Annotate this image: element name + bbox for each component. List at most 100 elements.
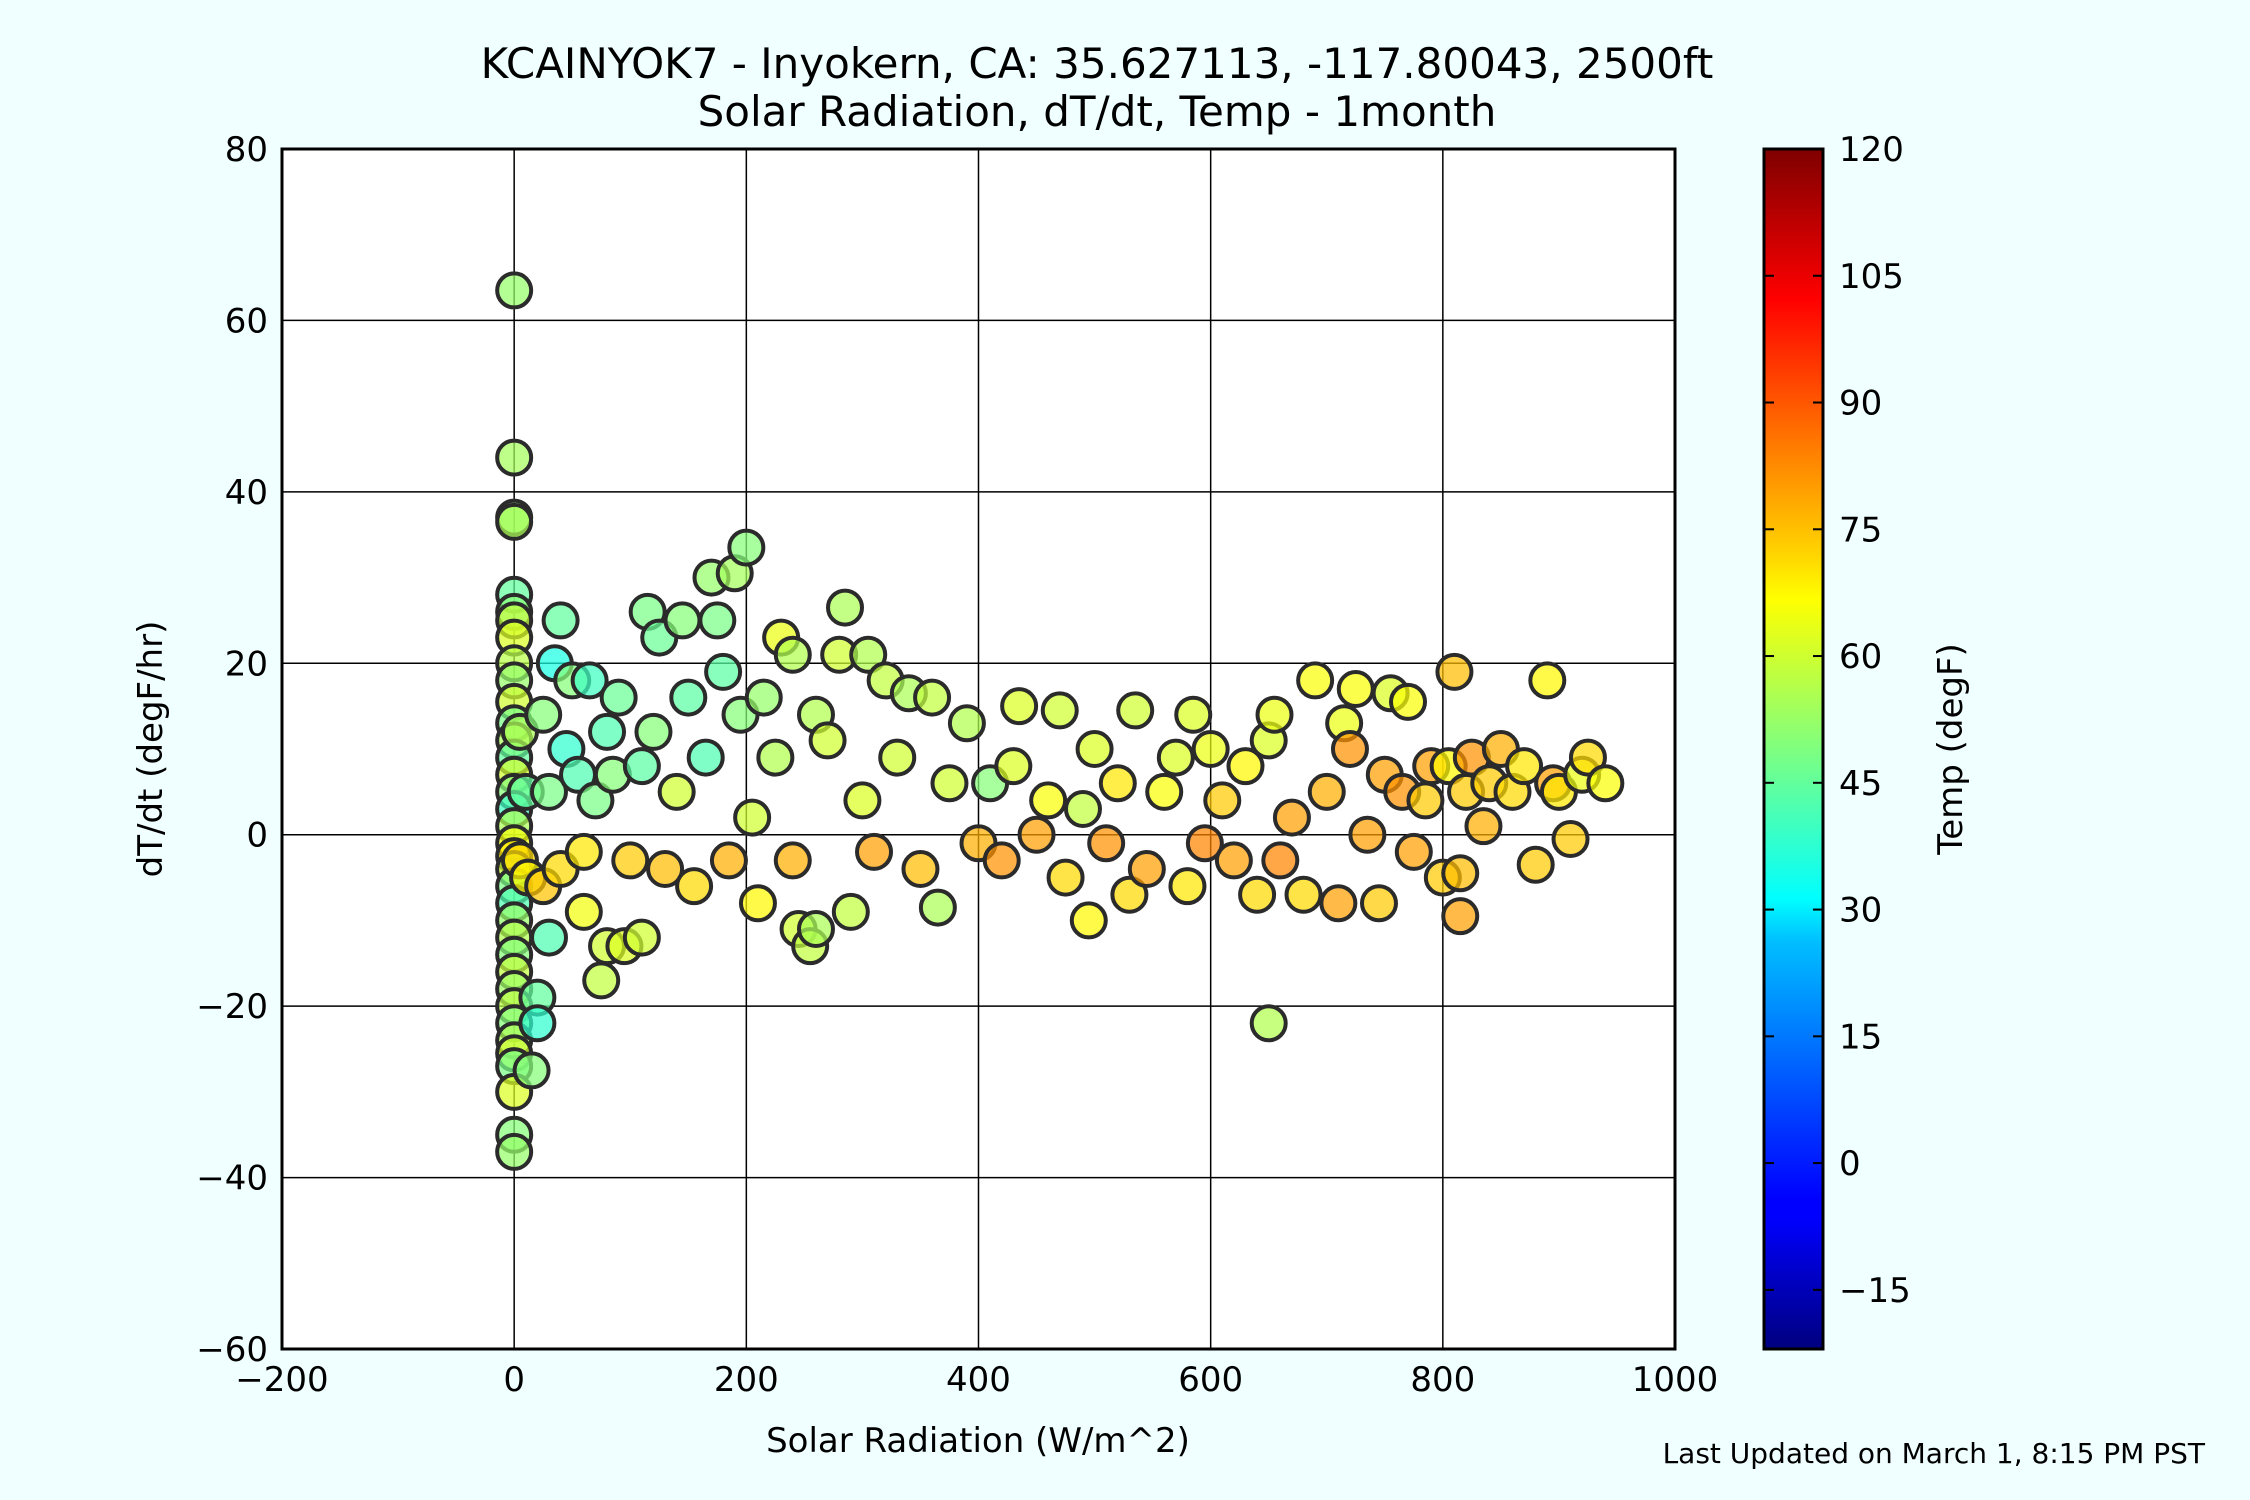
scatter-point	[1464, 807, 1503, 846]
scatter-point	[646, 850, 685, 888]
plot-frame	[280, 147, 1677, 1351]
scatter-point	[1145, 772, 1184, 811]
scatter-point	[1516, 845, 1555, 884]
y-tick-label: 0	[246, 816, 268, 856]
scatter-point	[698, 601, 737, 640]
scatter-point	[1000, 687, 1039, 726]
x-tick-label: 400	[946, 1360, 1011, 1400]
scatter-point	[808, 721, 847, 760]
scatter-point	[1284, 875, 1323, 914]
scatter-point	[930, 764, 969, 803]
scatter-point	[1307, 772, 1346, 811]
x-tick-label: 200	[714, 1360, 779, 1400]
scatter-point	[1063, 790, 1102, 828]
scatter-point	[1191, 730, 1230, 768]
scatter-point	[843, 781, 882, 820]
scatter-point	[738, 884, 777, 923]
scatter-point	[495, 502, 534, 541]
scatter-point	[773, 841, 812, 880]
scatter-point	[1586, 764, 1625, 803]
scatter-point	[634, 712, 673, 751]
scatter-points	[495, 271, 1625, 1171]
colorbar-tick-label: 15	[1839, 1017, 1882, 1057]
scatter-point	[1226, 747, 1265, 786]
scatter-point	[1110, 875, 1149, 914]
scatter-point	[1046, 858, 1085, 897]
scatter-point	[1359, 884, 1398, 923]
last-updated-text: Last Updated on March 1, 8:15 PM PST	[1663, 1437, 2206, 1470]
scatter-point	[611, 841, 650, 880]
scatter-point	[709, 841, 748, 880]
scatter-point	[622, 918, 661, 957]
x-axis-ticks: −200 0 200 400 600 800 1000	[235, 1360, 1718, 1400]
scatter-point	[1435, 652, 1474, 691]
scatter-point	[1029, 781, 1068, 820]
scatter-point	[1551, 820, 1590, 858]
scatter-point	[576, 781, 615, 820]
scatter-point	[1069, 901, 1108, 940]
scatter-point	[1238, 875, 1277, 914]
colorbar-ticks: −15 0 15 30 45 60 75 90 105 120	[1764, 130, 1911, 1311]
scatter-point	[1040, 691, 1079, 730]
scatter-point	[1185, 824, 1224, 863]
scatter-point	[1528, 661, 1567, 700]
x-tick-label: 1000	[1632, 1360, 1719, 1400]
scatter-point	[564, 832, 603, 871]
scatter-point	[878, 738, 917, 777]
colorbar-tick-label: 75	[1839, 510, 1882, 550]
scatter-point	[1319, 884, 1358, 923]
scatter-point	[1203, 781, 1242, 820]
scatter-point	[570, 661, 609, 700]
colorbar-tick-label: 45	[1839, 764, 1882, 804]
scatter-point	[1406, 781, 1445, 820]
scatter-point	[1087, 824, 1126, 863]
scatter-point	[918, 888, 957, 927]
y-tick-label: 20	[225, 644, 268, 684]
scatter-point	[727, 528, 766, 567]
scatter-point	[796, 910, 835, 948]
scatter-point	[1568, 738, 1607, 777]
scatter-point	[1255, 695, 1294, 734]
scatter-point	[495, 438, 534, 477]
scatter-point	[1272, 798, 1311, 837]
y-tick-label: 60	[225, 301, 268, 341]
y-axis-ticks: −60 −40 −20 0 20 40 60 80	[196, 130, 268, 1370]
scatter-point	[1348, 815, 1387, 854]
scatter-point	[1075, 730, 1114, 768]
colorbar-tick-label: 30	[1839, 891, 1882, 931]
scatter-point	[564, 892, 603, 931]
scatter-point	[1168, 867, 1207, 906]
scatter-point	[495, 1132, 534, 1171]
scatter-point	[529, 772, 568, 811]
scatter-point	[1441, 897, 1480, 936]
scatter-point	[622, 747, 661, 786]
scatter-point	[1394, 832, 1433, 871]
y-axis-label: dT/dt (degF/hr)	[131, 621, 171, 878]
scatter-point	[1249, 1004, 1288, 1043]
scatter-point	[704, 652, 743, 691]
scatter-point	[773, 635, 812, 674]
y-tick-label: −20	[196, 987, 268, 1027]
scatter-point	[495, 271, 534, 310]
x-tick-label: 600	[1178, 1360, 1243, 1400]
scatter-point	[518, 1004, 557, 1043]
colorbar-tick-label: 90	[1839, 384, 1882, 424]
scatter-point	[1296, 661, 1335, 700]
scatter-point	[1441, 854, 1480, 893]
scatter-point	[744, 678, 783, 717]
scatter-point	[1098, 764, 1137, 803]
x-tick-label: 800	[1410, 1360, 1475, 1400]
scatter-point	[831, 892, 870, 931]
scatter-point	[901, 850, 940, 888]
scatter-point	[733, 798, 772, 837]
colorbar-label: Temp (degF)	[1931, 643, 1971, 856]
scatter-point	[686, 738, 725, 777]
y-tick-label: −40	[196, 1159, 268, 1199]
chart-subtitle: Solar Radiation, dT/dt, Temp - 1month	[698, 87, 1497, 136]
scatter-point	[855, 832, 894, 871]
scatter-point	[756, 738, 795, 777]
chart-title: KCAINYOK7 - Inyokern, CA: 35.627113, -11…	[481, 39, 1714, 88]
scatter-point	[1505, 747, 1544, 786]
scatter-point	[849, 635, 888, 674]
